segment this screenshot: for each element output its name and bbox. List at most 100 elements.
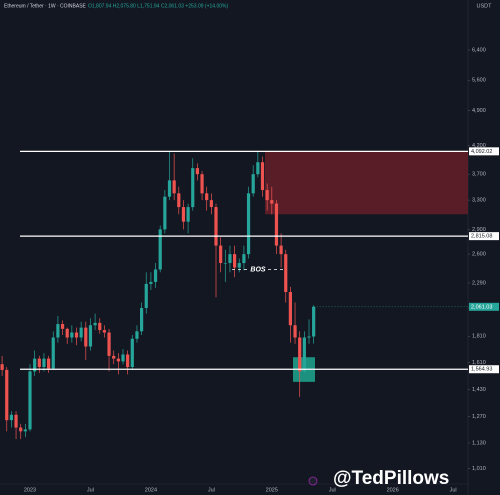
candle-body [284,254,288,293]
y-tick-label: 1,270 [472,414,486,420]
candle-body [60,324,65,329]
candle-body [5,369,9,421]
candle-body [116,358,120,362]
candle-body [23,429,27,432]
y-tick-label: 6,400 [472,47,486,53]
y-tick-label: 3,300 [472,198,486,204]
level-label: 1,564.93 [471,367,492,373]
x-tick-label: 2024 [145,487,157,493]
logo [308,476,318,486]
candle-body [19,427,23,432]
candle-body [33,358,37,372]
x-tick-label: Jul [329,487,336,493]
candle-body [279,245,283,255]
candle-body [140,308,144,332]
candle-body [195,168,199,175]
candle-body [37,358,41,368]
candle-body [256,162,260,175]
candle-body [9,414,13,421]
currency: USDT [477,3,493,9]
level-label-box [469,147,499,156]
y-tick-label: 2,290 [472,280,486,286]
candle-body [251,174,255,194]
candle-body [260,162,265,191]
candle-body [74,332,79,338]
candle-body [265,190,269,201]
level-label-box [469,365,499,374]
watermark: @TedPillows [333,468,449,489]
candle-body [79,327,83,338]
candle-body [172,180,176,194]
y-tick-label: 4,900 [472,108,486,114]
candle-body [65,328,69,338]
candle-body [126,354,130,368]
y-tick-label: 2,900 [472,227,486,233]
x-tick-label: 2026 [387,487,399,493]
y-tick-label: 1,810 [472,334,486,340]
x-tick-label: Jul [208,487,215,493]
candle-body [149,281,153,284]
candle-body [144,283,148,309]
y-tick-label: 2,600 [472,252,486,258]
y-tick-label: 3,700 [472,172,486,178]
bos-label-bg [248,264,268,275]
candle-body [70,332,74,338]
candle-body [312,306,316,337]
candle-body [298,337,302,372]
symbol-title: Ethereum / Tether · 1W · COINBASE [4,3,87,9]
candle-body [42,358,46,368]
candle-body [177,193,181,208]
candle-body [93,322,97,326]
y-tick-label: 1,610 [472,360,486,366]
y-tick-label: 1,430 [472,387,486,393]
x-tick-label: 2023 [24,487,36,493]
level-label: 4,092.02 [471,149,492,155]
y-tick-label: 4,200 [472,143,486,149]
candle-body [200,174,204,194]
candle-body [181,207,186,222]
candle-body [121,354,125,362]
candle-body [242,254,246,264]
x-tick-label: 2025 [266,487,278,493]
candle-body [98,322,102,331]
candle-body [186,207,190,222]
bos-label: BOS [250,266,266,273]
candle-body [163,196,167,230]
candle-body [47,358,51,369]
candle-body [191,168,195,208]
candle-body [270,200,274,204]
candle-body [28,371,32,430]
candle-body [0,364,4,370]
candle-body [293,325,297,338]
candle-body [288,292,292,326]
candle-body [112,355,116,359]
candle-body [302,337,306,372]
candle-body [84,327,88,347]
candle-body [130,338,134,368]
candle-body [107,332,111,356]
candle-body [237,263,241,268]
candle-body [228,254,232,264]
y-tick-label: 1,010 [472,466,486,472]
y-tick-label: 1,130 [472,440,486,446]
candle-body [214,207,218,246]
candle-body [88,325,93,347]
level-label: 2,815.08 [471,234,492,240]
candle-body [219,245,223,264]
last-price-box [469,302,499,311]
candle-body [223,263,227,264]
candle-body [274,203,279,246]
candle-body [158,229,162,270]
last-price-label: 2,061.03 [471,304,492,310]
candle-body [135,331,139,339]
candle-body [167,180,172,197]
candle-body [56,324,60,338]
candle-body [246,193,251,255]
x-tick-label: Jul [450,487,457,493]
x-tick-label: Jul [87,487,94,493]
candle-body [102,330,106,333]
candle-body [205,193,209,201]
ohlc-readout: O1,807.94 H2,075.80 L1,751.94 C2,061.03 … [88,3,228,9]
